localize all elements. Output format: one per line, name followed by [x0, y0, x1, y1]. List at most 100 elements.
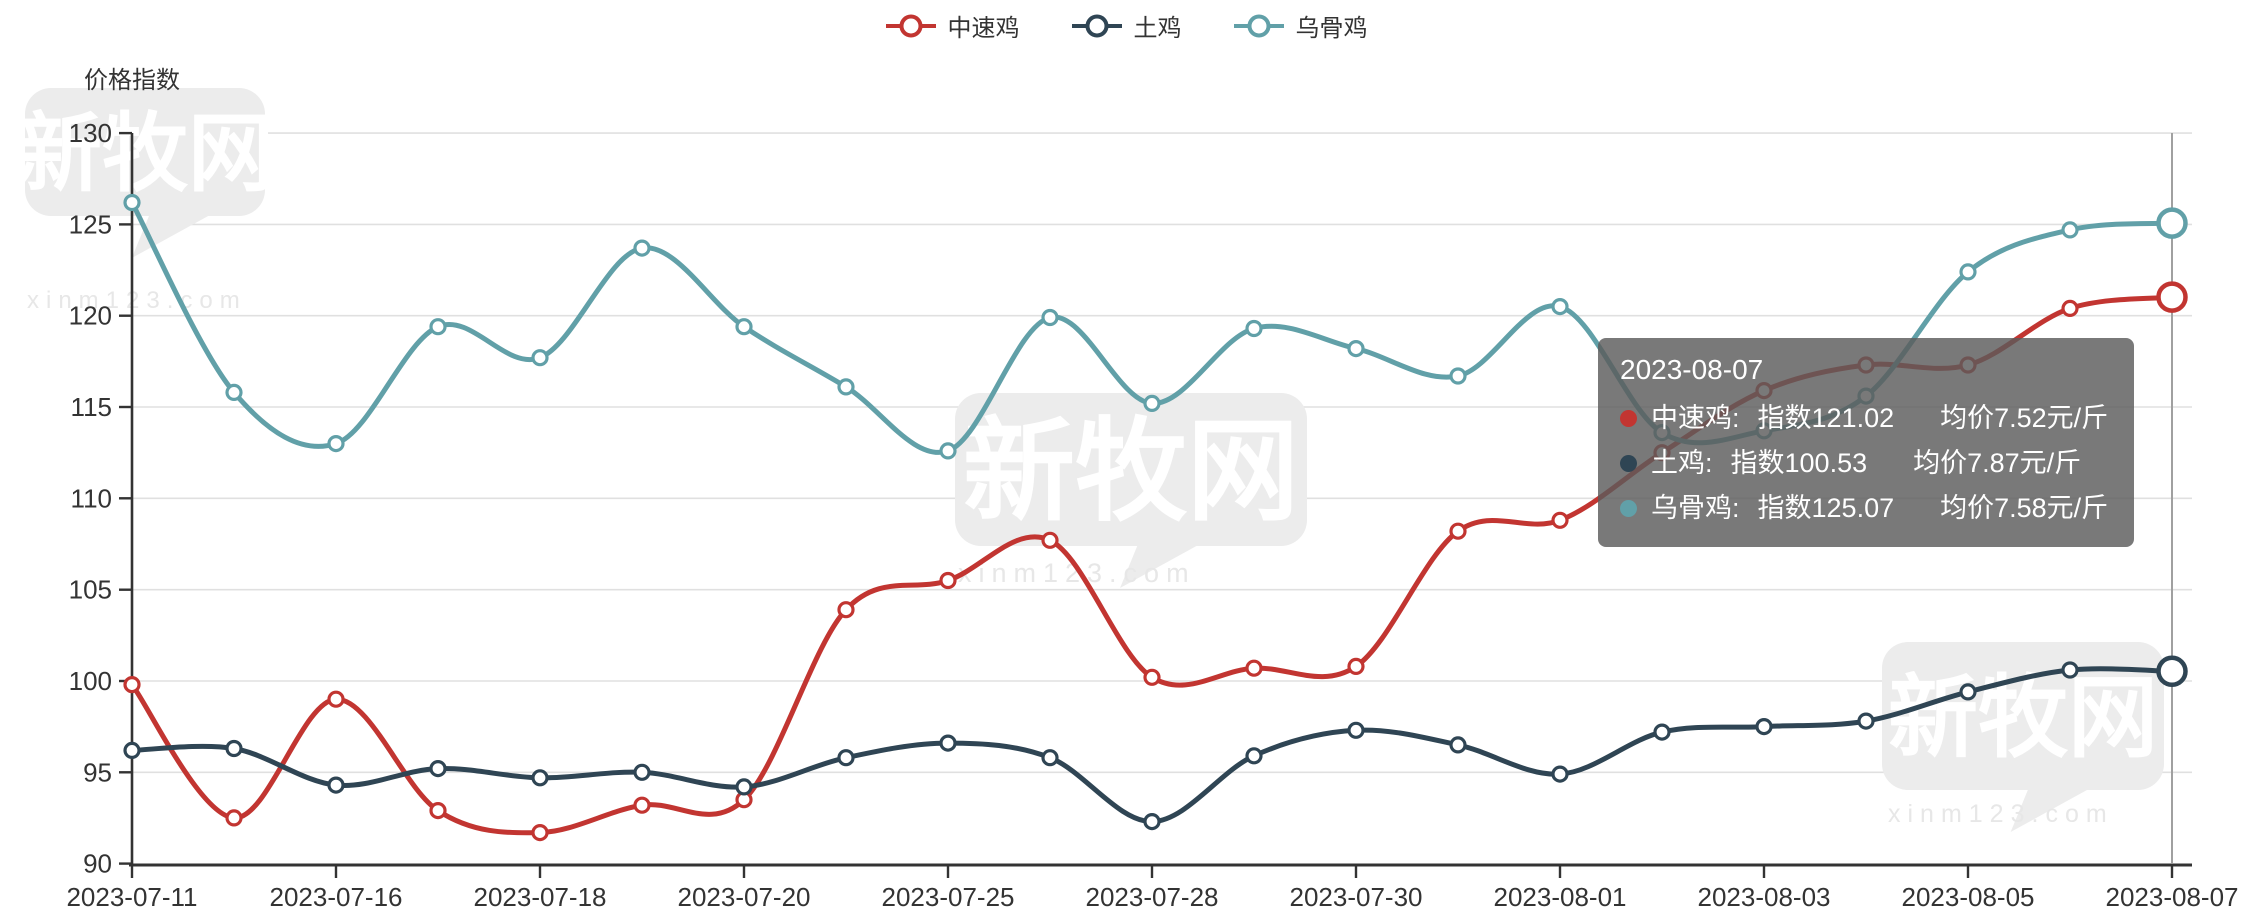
data-point-乌骨鸡[interactable]: [1449, 367, 1467, 385]
data-point-中速鸡[interactable]: [1449, 522, 1467, 540]
data-point-乌骨鸡[interactable]: [1959, 263, 1977, 281]
data-point-土鸡[interactable]: [123, 741, 141, 760]
data-point-土鸡[interactable]: [1449, 736, 1467, 754]
svg-text:新牧网: 新牧网: [16, 106, 274, 202]
data-point-中速鸡[interactable]: [1551, 511, 1569, 529]
data-point-土鸡[interactable]: [1347, 721, 1365, 739]
data-point-乌骨鸡[interactable]: [1347, 340, 1365, 358]
data-point-土鸡[interactable]: [225, 739, 243, 758]
data-point-中速鸡[interactable]: [1755, 382, 1773, 400]
data-point-中速鸡[interactable]: [1857, 356, 1875, 374]
x-tick-label: 2023-07-25: [882, 882, 1015, 912]
svg-text:xinm123.com: xinm123.com: [27, 287, 247, 314]
data-point-中速鸡[interactable]: [2061, 299, 2079, 317]
data-point-中速鸡[interactable]: [531, 823, 549, 842]
data-point-中速鸡[interactable]: [1143, 668, 1161, 686]
watermark-logo: 新牧网 xinm123.com: [1882, 642, 2164, 832]
data-point-中速鸡[interactable]: [939, 571, 957, 590]
legend-marker-icon: [1233, 14, 1284, 37]
data-point-中速鸡[interactable]: [1041, 531, 1059, 549]
legend-marker-icon: [885, 14, 936, 37]
data-point-土鸡[interactable]: [1653, 723, 1671, 741]
legend-marker-icon: [1071, 14, 1122, 37]
data-point-中速鸡[interactable]: [327, 690, 345, 708]
data-point-乌骨鸡[interactable]: [1551, 298, 1569, 316]
data-point-乌骨鸡[interactable]: [939, 442, 957, 460]
svg-text:新牧网: 新牧网: [963, 409, 1299, 534]
data-point-土鸡[interactable]: [633, 763, 651, 781]
data-point-乌骨鸡[interactable]: [1755, 422, 1773, 440]
data-point-乌骨鸡[interactable]: [225, 383, 243, 401]
data-point-土鸡[interactable]: [1551, 765, 1569, 783]
data-point-土鸡[interactable]: [1959, 683, 1977, 701]
data-point-乌骨鸡[interactable]: [1041, 308, 1059, 327]
data-point-土鸡[interactable]: [327, 776, 345, 794]
data-point-土鸡[interactable]: [1245, 747, 1263, 765]
legend-label: 中速鸡: [947, 15, 1020, 42]
svg-text:xinm123.com: xinm123.com: [958, 558, 1196, 588]
x-tick-label: 2023-07-18: [474, 882, 607, 912]
series-line-土鸡[interactable]: [129, 666, 2175, 825]
data-point-中速鸡[interactable]: [225, 809, 243, 827]
data-point-中速鸡[interactable]: [1245, 659, 1263, 677]
data-point-中速鸡[interactable]: [1347, 657, 1365, 676]
y-tick-label: 90: [83, 849, 112, 879]
legend-item-tuji[interactable]: 土鸡: [1071, 8, 1182, 43]
x-tick-label: 2023-08-01: [1494, 882, 1627, 912]
data-point-乌骨鸡[interactable]: [531, 349, 549, 367]
data-point-土鸡[interactable]: [1857, 712, 1875, 730]
watermark-logo: 新牧网 xinm123.com: [955, 393, 1307, 588]
data-point-乌骨鸡[interactable]: [1857, 387, 1875, 405]
highlighted-data-point-乌骨鸡[interactable]: [2156, 207, 2188, 239]
y-axis-title: 价格指数: [84, 67, 180, 94]
data-point-土鸡[interactable]: [1755, 717, 1773, 736]
data-point-乌骨鸡[interactable]: [1653, 424, 1671, 442]
data-point-土鸡[interactable]: [939, 734, 957, 752]
legend-item-wuguji[interactable]: 乌骨鸡: [1233, 8, 1368, 43]
x-tick-label: 2023-08-03: [1698, 882, 1831, 912]
data-point-土鸡[interactable]: [1143, 812, 1161, 831]
data-point-中速鸡[interactable]: [1959, 356, 1977, 374]
data-point-土鸡[interactable]: [429, 759, 447, 778]
data-point-乌骨鸡[interactable]: [429, 318, 447, 336]
data-point-乌骨鸡[interactable]: [123, 193, 141, 212]
legend-label: 乌骨鸡: [1295, 15, 1368, 42]
data-point-土鸡[interactable]: [1041, 749, 1059, 767]
data-point-中速鸡[interactable]: [837, 601, 855, 619]
data-point-中速鸡[interactable]: [123, 675, 141, 694]
chart-legend: 中速鸡 土鸡 乌骨鸡: [0, 8, 2253, 43]
data-point-乌骨鸡[interactable]: [735, 318, 753, 336]
data-point-乌骨鸡[interactable]: [633, 239, 651, 257]
highlighted-data-point-中速鸡[interactable]: [2156, 281, 2188, 313]
y-tick-label: 120: [69, 301, 112, 331]
y-tick-label: 100: [69, 666, 112, 696]
data-point-乌骨鸡[interactable]: [837, 378, 855, 396]
x-tick-label: 2023-07-28: [1086, 882, 1219, 912]
data-point-土鸡[interactable]: [735, 778, 753, 796]
data-point-乌骨鸡[interactable]: [1245, 319, 1263, 338]
data-point-中速鸡[interactable]: [1653, 444, 1671, 462]
x-tick-label: 2023-08-07: [2106, 882, 2239, 912]
data-point-土鸡[interactable]: [837, 749, 855, 767]
highlighted-data-point-土鸡[interactable]: [2156, 655, 2188, 688]
data-point-中速鸡[interactable]: [429, 801, 447, 820]
legend-item-zhongsuji[interactable]: 中速鸡: [885, 8, 1020, 43]
x-tick-label: 2023-07-16: [270, 882, 403, 912]
watermark-logo: 新牧网 xinm123.com: [16, 88, 274, 314]
data-point-乌骨鸡[interactable]: [1143, 394, 1161, 412]
svg-text:xinm123.com: xinm123.com: [1888, 800, 2114, 828]
y-tick-label: 115: [71, 392, 112, 422]
data-point-乌骨鸡[interactable]: [327, 435, 345, 453]
data-point-中速鸡[interactable]: [633, 796, 651, 814]
x-tick-label: 2023-07-11: [66, 882, 197, 912]
y-tick-label: 130: [69, 118, 112, 148]
x-tick-label: 2023-07-30: [1290, 882, 1423, 912]
data-point-乌骨鸡[interactable]: [2061, 221, 2079, 239]
y-tick-label: 95: [83, 757, 112, 787]
x-tick-label: 2023-08-05: [1902, 882, 2035, 912]
data-point-土鸡[interactable]: [531, 769, 549, 787]
y-tick-label: 125: [69, 209, 112, 239]
data-point-土鸡[interactable]: [2061, 661, 2079, 679]
